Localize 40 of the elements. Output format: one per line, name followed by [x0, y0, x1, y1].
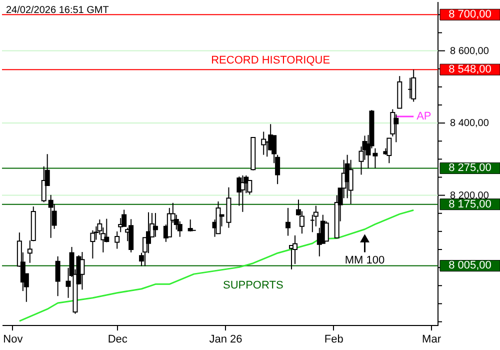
candlestick [128, 218, 134, 253]
x-tick-label: Jan 26 [209, 334, 242, 346]
y-tick-label: 8 600,00 [450, 46, 490, 57]
ref-line-label: 8 005,00 [448, 260, 492, 272]
candlestick [152, 212, 158, 238]
annotation: 24/02/2026 16:51 GMT [6, 5, 109, 16]
candlestick [394, 114, 399, 143]
candlestick [411, 69, 416, 102]
candlestick [348, 159, 354, 204]
y-tick-label: 8 400,00 [450, 118, 490, 130]
candlestick [41, 166, 46, 203]
candlestick [261, 131, 266, 156]
candlestick [372, 148, 378, 169]
x-tick-label: Feb [324, 334, 344, 346]
candlestick [275, 154, 280, 185]
candlestick [139, 252, 144, 267]
candlestick [55, 256, 60, 297]
ref-line-label: 8 175,00 [448, 198, 492, 210]
ref-line-label: 8 275,00 [448, 162, 492, 174]
ref-line-label: 8 548,00 [448, 64, 492, 76]
candlestick [48, 194, 54, 238]
x-tick-label: Nov [3, 334, 24, 346]
candlestick [247, 180, 252, 196]
annotation: RECORD HISTORIQUE [211, 54, 330, 67]
ref-line-label: 8 700,00 [448, 8, 492, 21]
candlestick [299, 210, 304, 234]
candlestick [286, 207, 291, 236]
candlestick [324, 220, 329, 242]
candlestick [90, 230, 96, 260]
annotation: MM 100 [344, 254, 385, 266]
candlestick [188, 219, 193, 232]
candlestick [386, 138, 392, 164]
annotation: SUPPORTS [222, 280, 284, 292]
series-label: AP [416, 110, 432, 123]
x-tick-label: Dec [108, 334, 128, 346]
x-tick-label: Mar [422, 334, 442, 346]
candlestick [240, 174, 246, 212]
candlestick [114, 230, 120, 250]
candlestick [80, 252, 85, 290]
line-series [18, 209, 414, 322]
